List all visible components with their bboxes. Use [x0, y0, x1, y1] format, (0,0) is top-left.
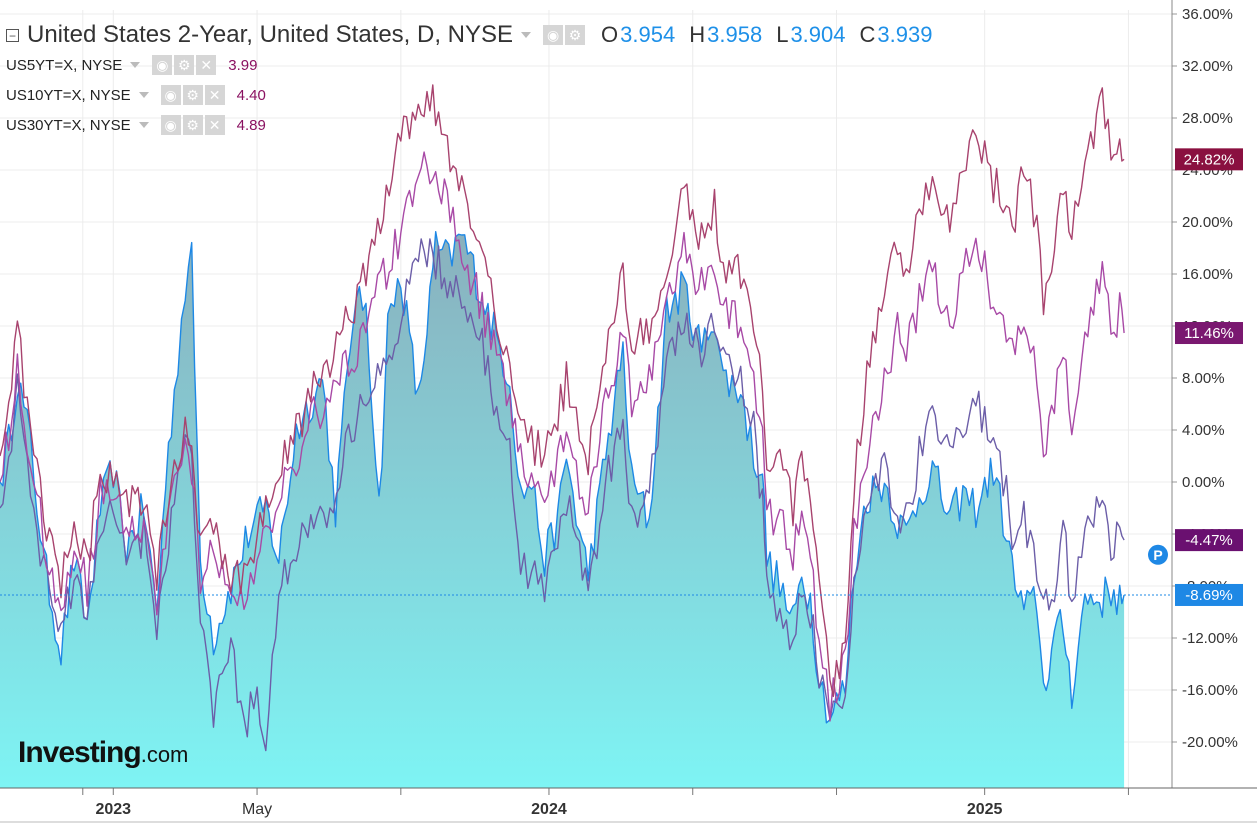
series-title: US10YT=X, NYSE — [6, 86, 131, 104]
series-title: US30YT=X, NYSE — [6, 116, 131, 134]
legend-main-row: − United States 2-Year, United States, D… — [6, 20, 932, 50]
ohlc-close-value: 3.939 — [877, 22, 933, 47]
series-line-1 — [0, 238, 1125, 752]
visibility-icon[interactable]: ◉ — [543, 25, 564, 45]
last-value-badge — [1175, 583, 1243, 606]
series-line-2 — [0, 151, 1125, 722]
y-tick-label: 16.00% — [1182, 266, 1233, 283]
y-tick-label: 32.00% — [1182, 58, 1233, 75]
ohlc-high-label: H — [689, 22, 706, 47]
series-line-0 — [0, 231, 1125, 724]
y-tick-label: 28.00% — [1182, 110, 1233, 127]
chevron-down-icon[interactable] — [138, 122, 149, 128]
ohlc-low-value: 3.904 — [790, 22, 846, 47]
logo-text: Investing — [18, 736, 142, 769]
ohlc-open-label: O — [601, 22, 619, 47]
legend: − United States 2-Year, United States, D… — [6, 20, 932, 140]
last-value-badge — [1175, 322, 1243, 345]
chevron-down-icon[interactable] — [521, 32, 532, 38]
gear-icon[interactable]: ⚙ — [182, 85, 203, 105]
series-value: 4.40 — [236, 86, 266, 104]
last-value-badge — [1175, 529, 1243, 552]
main-series-title: United States 2-Year, United States, D, … — [27, 21, 514, 48]
p-marker-label: P — [1153, 547, 1162, 563]
close-icon[interactable]: ✕ — [204, 115, 225, 135]
last-value-badge — [1175, 148, 1243, 171]
y-tick-label: -20.00% — [1182, 734, 1238, 751]
gear-icon[interactable]: ⚙ — [565, 25, 586, 45]
gear-icon[interactable]: ⚙ — [174, 55, 195, 75]
last-value-labels: P 24.82% 11.46% -4.47% -8.69% — [1148, 148, 1243, 606]
legend-row-us10: US10YT=X, NYSE ◉ ⚙ ✕ 4.40 — [6, 80, 932, 110]
ohlc-low-label: L — [776, 22, 789, 47]
ohlc-open-value: 3.954 — [620, 22, 676, 47]
chevron-down-icon[interactable] — [130, 62, 141, 68]
y-tick-label: 36.00% — [1182, 6, 1233, 23]
x-tick-label: May — [242, 801, 272, 818]
y-tick-label: 20.00% — [1182, 214, 1233, 231]
x-axis: 2023 May 2024 2025 — [0, 787, 1257, 823]
x-tick-label: 2023 — [95, 801, 131, 818]
y-tick-label: -12.00% — [1182, 630, 1238, 647]
plot-area[interactable] — [0, 84, 1172, 788]
investing-logo: Investing.com — [18, 736, 188, 770]
chevron-down-icon[interactable] — [138, 92, 149, 98]
visibility-icon[interactable]: ◉ — [160, 115, 181, 135]
area-fill-us2y — [0, 231, 1125, 788]
x-tick-label: 2025 — [967, 801, 1003, 818]
ohlc-high-value: 3.958 — [707, 22, 763, 47]
last-value-text: 11.46% — [1184, 325, 1234, 342]
y-tick-label: 0.00% — [1182, 474, 1225, 491]
series-line-3 — [0, 84, 1125, 698]
y-tick-label: -16.00% — [1182, 682, 1238, 699]
legend-row-us5: US5YT=X, NYSE ◉ ⚙ ✕ 3.99 — [6, 50, 932, 80]
last-value-text: -4.47% — [1185, 532, 1233, 549]
series-value: 3.99 — [228, 56, 258, 74]
visibility-icon[interactable]: ◉ — [160, 85, 181, 105]
series-value: 4.89 — [236, 116, 266, 134]
p-marker — [1148, 544, 1168, 565]
y-axis: 36.00%32.00%28.00%24.00%20.00%16.00%12.0… — [1171, 0, 1238, 788]
series-title: US5YT=X, NYSE — [6, 56, 123, 74]
y-tick-label: 4.00% — [1182, 422, 1225, 439]
collapse-icon[interactable]: − — [6, 28, 19, 42]
logo-suffix: .com — [140, 742, 189, 767]
x-tick-label: 2024 — [531, 801, 567, 818]
last-value-text: 24.82% — [1184, 151, 1235, 168]
legend-row-us30: US30YT=X, NYSE ◉ ⚙ ✕ 4.89 — [6, 110, 932, 140]
y-tick-label: 8.00% — [1182, 370, 1225, 387]
last-value-text: -8.69% — [1185, 587, 1233, 604]
visibility-icon[interactable]: ◉ — [152, 55, 173, 75]
close-icon[interactable]: ✕ — [196, 55, 217, 75]
ohlc-close-label: C — [859, 22, 876, 47]
gear-icon[interactable]: ⚙ — [182, 115, 203, 135]
close-icon[interactable]: ✕ — [204, 85, 225, 105]
